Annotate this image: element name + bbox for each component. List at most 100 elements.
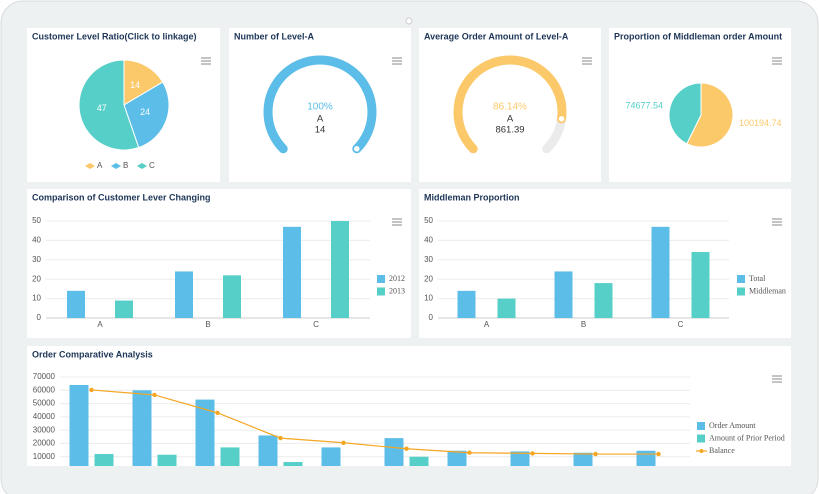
bar[interactable] (175, 271, 193, 318)
bar[interactable] (651, 226, 670, 318)
bar[interactable] (94, 454, 114, 470)
gauge-category: A (317, 114, 324, 125)
line-point[interactable] (656, 451, 661, 457)
gauge-percent: 100% (307, 102, 333, 113)
bar[interactable] (258, 435, 278, 470)
y-tick-label: 50 (424, 216, 433, 225)
bar[interactable] (321, 447, 341, 470)
bar[interactable] (409, 456, 429, 470)
gauge-value (453, 55, 567, 154)
bar[interactable] (67, 290, 85, 318)
pie-slice[interactable] (686, 82, 734, 148)
legend-marker (377, 275, 385, 283)
x-tick-label: B (205, 320, 210, 329)
legend-marker (697, 422, 705, 430)
bar[interactable] (594, 283, 613, 318)
y-tick-label: 50000 (33, 399, 56, 408)
pie-slice[interactable] (123, 81, 170, 149)
line-point[interactable] (404, 446, 409, 451)
bar[interactable] (223, 275, 241, 318)
pie-slice[interactable] (78, 59, 140, 151)
legend-label[interactable]: 2013 (389, 286, 405, 295)
line-point[interactable] (593, 451, 598, 457)
slice-label: 14 (130, 80, 140, 90)
y-tick-label: 30 (32, 255, 41, 264)
gauge-knob (352, 144, 362, 154)
gauge-knob (557, 114, 566, 124)
bar[interactable] (132, 390, 152, 470)
legend-label[interactable]: Balance (709, 446, 735, 455)
gauge-amount: 14 (315, 125, 326, 136)
gauge-value (263, 55, 377, 154)
slice-label: 24 (140, 107, 150, 117)
line-point[interactable] (341, 440, 346, 445)
card (419, 28, 601, 182)
y-tick-label: 10000 (33, 452, 56, 461)
gauge-percent: 86.14% (493, 102, 527, 113)
legend-marker (137, 163, 147, 169)
line-point[interactable] (215, 410, 220, 416)
legend-label[interactable]: Total (749, 274, 766, 283)
bar[interactable] (69, 384, 89, 470)
y-tick-label: 60000 (33, 385, 56, 394)
y-tick-label: 70000 (33, 372, 56, 381)
y-tick-label: 30 (424, 255, 433, 264)
legend-marker (737, 287, 745, 296)
bar[interactable] (457, 290, 476, 318)
bar[interactable] (331, 221, 349, 318)
line-point[interactable] (89, 387, 94, 393)
x-tick-label: C (678, 320, 684, 329)
bar[interactable] (115, 300, 133, 318)
legend-label[interactable]: 2012 (389, 274, 405, 283)
x-tick-label: A (97, 320, 103, 329)
legend-label: C (149, 161, 155, 170)
legend-marker (377, 287, 385, 296)
legend-label[interactable]: Amount of Prior Period (709, 433, 785, 442)
line-point[interactable] (152, 392, 157, 398)
chart-title: Order Comparative Analysis (32, 349, 153, 359)
y-tick-label: 0 (37, 313, 42, 322)
y-tick-label: 20 (32, 274, 41, 283)
line-point[interactable] (467, 450, 472, 455)
bar[interactable] (384, 438, 404, 470)
gauge-category: A (507, 114, 514, 125)
bar[interactable] (691, 252, 710, 318)
y-tick-label: 0 (429, 313, 434, 322)
legend-label: A (97, 161, 103, 170)
chart-title: Number of Level-A (234, 31, 315, 41)
x-tick-label: A (484, 320, 490, 329)
x-tick-label: C (313, 320, 319, 329)
legend-marker (697, 434, 705, 443)
bar[interactable] (283, 462, 303, 470)
y-tick-label: 10 (424, 294, 433, 303)
legend-label[interactable]: Middleman (749, 286, 786, 295)
y-tick-label: 10 (32, 294, 41, 303)
bar[interactable] (283, 226, 301, 318)
y-tick-label: 40 (32, 236, 41, 245)
legend-label: B (123, 161, 128, 170)
y-tick-label: 20000 (33, 439, 56, 448)
line (91, 389, 659, 455)
line-point[interactable] (278, 435, 283, 441)
legend-label[interactable]: Order Amount (709, 421, 756, 430)
bar[interactable] (447, 450, 467, 470)
chart-title: Middleman Proportion (424, 192, 520, 202)
bar[interactable] (195, 399, 215, 470)
pie-slice[interactable] (123, 59, 164, 106)
y-tick-label: 20 (424, 274, 433, 283)
bar[interactable] (220, 447, 240, 470)
bar[interactable] (573, 452, 593, 470)
bar[interactable] (157, 454, 177, 470)
card (229, 28, 411, 182)
bar[interactable] (554, 271, 573, 318)
bar[interactable] (497, 298, 516, 318)
chart-title: Customer Level Ratio(Click to linkage) (32, 31, 197, 41)
line-point[interactable] (530, 451, 535, 456)
slice-label: 74677.54 (625, 101, 663, 111)
bar[interactable] (510, 451, 530, 470)
pie-slice[interactable] (668, 82, 702, 145)
slice-label: 47 (97, 103, 107, 113)
chart-title: Average Order Amount of Level-A (424, 31, 569, 41)
gauge-amount: 861.39 (495, 125, 524, 136)
y-tick-label: 40000 (33, 412, 56, 421)
